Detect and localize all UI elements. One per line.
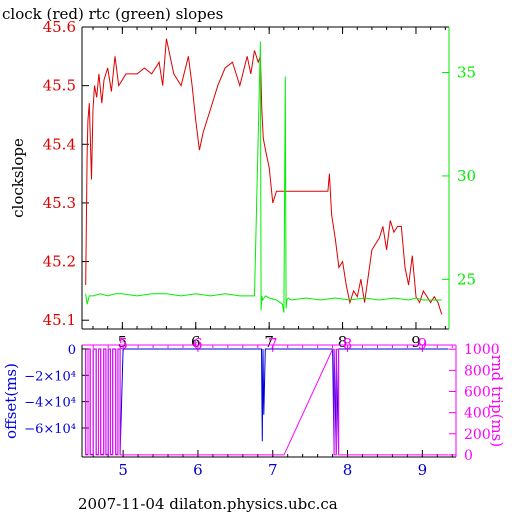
bottom-chart: 5 6 7 8 9 0 −2×10⁴ −4×10⁴ −6×10⁴ 0 200 400 600 800 100… [2, 335, 506, 479]
y-tick-label: 45.2 [43, 253, 76, 271]
top-chart: 5 6 7 8 9 45.1 45.2 45.3 45.4 45.5 45.6 25 30 35 clock… [9, 18, 476, 351]
y2-tick-label: 25 [457, 270, 476, 288]
series-rnd-trip [85, 348, 449, 456]
x-tick-label: 7 [264, 333, 274, 351]
y2-tick-label: 400 [464, 406, 491, 422]
y2-tick-label: 600 [464, 384, 491, 400]
series-rtc [85, 41, 442, 313]
chart-title: clock (red) rtc (green) slopes [2, 5, 223, 23]
y2-tick-label: 200 [464, 427, 491, 443]
series-clock [85, 38, 443, 315]
x-tick-label: 7 [268, 461, 278, 479]
y2-tick-label: 800 [464, 363, 491, 379]
y-tick-label: 45.5 [43, 77, 76, 95]
y-tick-label: 45.6 [43, 18, 76, 36]
x-tick-label: 8 [343, 461, 353, 479]
x-tick-label: 6 [191, 333, 201, 351]
x-tick-label-top: 8 [343, 335, 353, 353]
y-axis-label: offset(ms) [2, 363, 20, 439]
y2-axis-label: rnd trip(ms) [488, 355, 506, 447]
x-tick-label-top: 6 [193, 335, 203, 353]
x-tick-label: 5 [118, 333, 128, 351]
y-tick-label: 45.3 [43, 194, 76, 212]
y-axis-label: clockslope [9, 138, 27, 218]
y2-tick-label: 0 [464, 448, 473, 464]
y-tick-label: 45.4 [43, 135, 76, 153]
y2-tick-label: 1000 [464, 342, 500, 358]
footer-caption: 2007-11-04 dilaton.physics.ubc.ca [78, 495, 338, 512]
y-tick-label: 45.1 [43, 311, 76, 329]
x-tick-label: 6 [193, 461, 203, 479]
y-tick-label: −6×10⁴ [24, 422, 76, 437]
x-tick-label-top: 5 [118, 335, 128, 353]
y2-tick-label: 35 [457, 64, 476, 82]
x-tick-label-top: 9 [418, 335, 428, 353]
y-tick-label: −4×10⁴ [24, 396, 76, 411]
series-offset [85, 348, 449, 455]
x-tick-label: 5 [118, 461, 128, 479]
y-tick-label: 0 [68, 343, 76, 358]
y2-tick-label: 30 [457, 167, 476, 185]
x-tick-label: 9 [411, 333, 421, 351]
x-tick-label-top: 7 [268, 335, 278, 353]
x-tick-label: 8 [338, 333, 348, 351]
y-tick-label: −2×10⁴ [24, 369, 76, 384]
x-tick-label: 9 [418, 461, 428, 479]
